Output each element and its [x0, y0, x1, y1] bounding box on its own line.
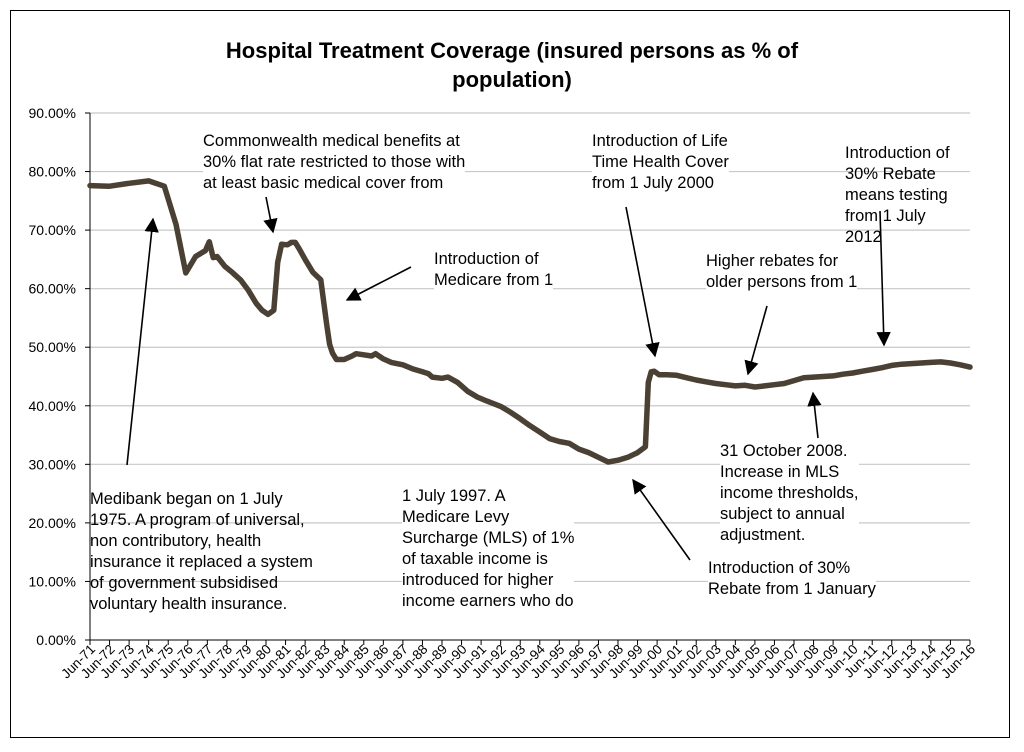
y-tick-label: 30.00% — [29, 456, 76, 472]
annotation-arrow — [263, 196, 278, 234]
annotation-mls: 1 July 1997. A Medicare Levy Surcharge (… — [402, 486, 575, 612]
y-tick-label: 0.00% — [36, 632, 76, 648]
chart-title-line-2: population) — [452, 67, 572, 92]
annotation-arrows — [126, 196, 891, 561]
annotation-arrow — [876, 210, 891, 347]
x-tick-labels: Jun-71Jun-72Jun-73Jun-74Jun-75Jun-76Jun-… — [58, 641, 978, 681]
annotation-medicare: Introduction of Medicare from 1 — [434, 249, 554, 291]
y-tick-label: 40.00% — [29, 398, 76, 414]
annotation-lifetime: Introduction of Life Time Health Cover f… — [592, 131, 729, 194]
y-tick-labels: 0.00% 10.00% 20.00% 30.00% 40.00% 50.00% 60.00… — [29, 105, 76, 648]
annotation-arrow — [126, 217, 159, 466]
annotation-arrow — [345, 266, 412, 301]
y-tick-label: 80.00% — [29, 164, 76, 180]
chart-title: Hospital Treatment Coverage (insured per… — [0, 36, 1024, 94]
annotation-rebate-testing: Introduction of 30% Rebate means testing… — [845, 144, 950, 246]
y-tick-label: 60.00% — [29, 281, 76, 297]
annotation-commonwealth: Commonwealth medical benefits at 30% fla… — [203, 131, 466, 194]
annotation-older-rebates: Higher rebates for older persons from 1 — [706, 251, 858, 293]
annotation-medibank: Medibank began on 1 July 1975. A program… — [90, 490, 313, 613]
axes — [85, 112, 971, 645]
y-tick-label: 90.00% — [29, 105, 76, 121]
annotation-rebate-30: Introduction of 30% Rebate from 1 Januar… — [708, 558, 876, 600]
annotation-arrow — [807, 391, 822, 439]
y-tick-label: 50.00% — [29, 339, 76, 355]
series-line — [87, 178, 973, 465]
annotation-arrow — [744, 305, 768, 376]
y-tick-label: 10.00% — [29, 573, 76, 589]
annotation-arrow — [632, 478, 691, 561]
annotation-arrow — [625, 206, 660, 358]
series-layer — [87, 178, 973, 465]
chart-title-line-1: Hospital Treatment Coverage (insured per… — [225, 38, 799, 63]
y-tick-label: 20.00% — [29, 515, 76, 531]
y-tick-label: 70.00% — [29, 222, 76, 238]
annotation-oct-2008: 31 October 2008. Increase in MLS income … — [720, 441, 859, 546]
